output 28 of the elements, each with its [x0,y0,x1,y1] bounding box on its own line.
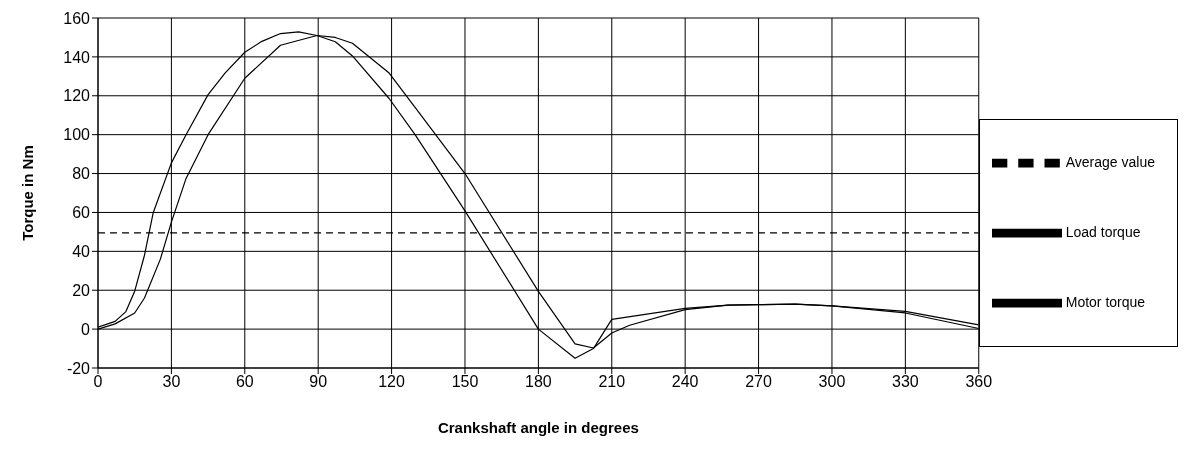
x-tick-label: 240 [671,373,699,391]
x-tick-label: 90 [309,373,328,391]
x-tick-label: 330 [892,373,919,391]
y-tick-label: 100 [63,126,91,144]
legend-label: Load torque [1065,224,1141,241]
y-tick-label: 0 [81,320,91,338]
x-tick-label: 210 [598,373,626,391]
y-tick-label: 20 [72,281,91,299]
x-tick-label: 270 [745,373,773,391]
y-tick-label: 160 [63,9,91,27]
legend-label: Average value [1065,154,1155,171]
y-tick-label: 120 [63,87,91,105]
x-tick-label: 300 [818,373,846,391]
y-tick-label: 60 [72,204,91,222]
x-tick-label: 150 [451,373,479,391]
x-tick-label: 30 [162,373,181,391]
x-tick-label: 60 [235,373,254,391]
x-axis-title: Crankshaft angle in degrees [437,419,639,436]
legend-label: Motor torque [1065,294,1146,311]
x-tick-label: 360 [965,373,993,391]
y-tick-label: 80 [72,165,91,183]
x-tick-label: 120 [378,373,406,391]
y-tick-label: -20 [66,359,91,377]
x-tick-label: 180 [525,373,552,391]
y-axis-title: Torque in Nm [19,145,37,241]
y-tick-label: 140 [63,48,91,66]
y-tick-label: 40 [72,243,91,261]
x-tick-label: 0 [93,373,103,391]
